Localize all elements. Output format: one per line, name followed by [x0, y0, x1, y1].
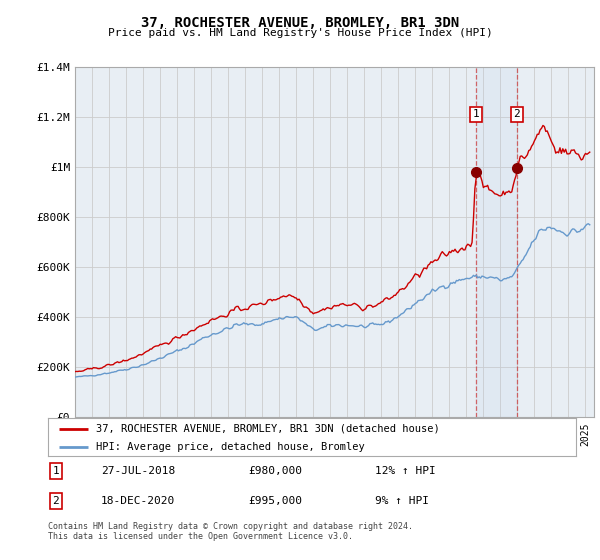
- Text: £995,000: £995,000: [248, 496, 302, 506]
- Text: £980,000: £980,000: [248, 466, 302, 476]
- Text: 2: 2: [514, 109, 520, 119]
- Text: 12% ↑ HPI: 12% ↑ HPI: [376, 466, 436, 476]
- Text: Price paid vs. HM Land Registry's House Price Index (HPI): Price paid vs. HM Land Registry's House …: [107, 28, 493, 38]
- Text: 18-DEC-2020: 18-DEC-2020: [101, 496, 175, 506]
- Text: 37, ROCHESTER AVENUE, BROMLEY, BR1 3DN (detached house): 37, ROCHESTER AVENUE, BROMLEY, BR1 3DN (…: [95, 424, 439, 434]
- Text: Contains HM Land Registry data © Crown copyright and database right 2024.
This d: Contains HM Land Registry data © Crown c…: [48, 522, 413, 542]
- Text: 2: 2: [53, 496, 59, 506]
- Text: 27-JUL-2018: 27-JUL-2018: [101, 466, 175, 476]
- Text: 9% ↑ HPI: 9% ↑ HPI: [376, 496, 430, 506]
- Bar: [476, 67, 517, 417]
- Text: 1: 1: [473, 109, 479, 119]
- Text: HPI: Average price, detached house, Bromley: HPI: Average price, detached house, Brom…: [95, 442, 364, 452]
- Text: 37, ROCHESTER AVENUE, BROMLEY, BR1 3DN: 37, ROCHESTER AVENUE, BROMLEY, BR1 3DN: [141, 16, 459, 30]
- Text: 1: 1: [53, 466, 59, 476]
